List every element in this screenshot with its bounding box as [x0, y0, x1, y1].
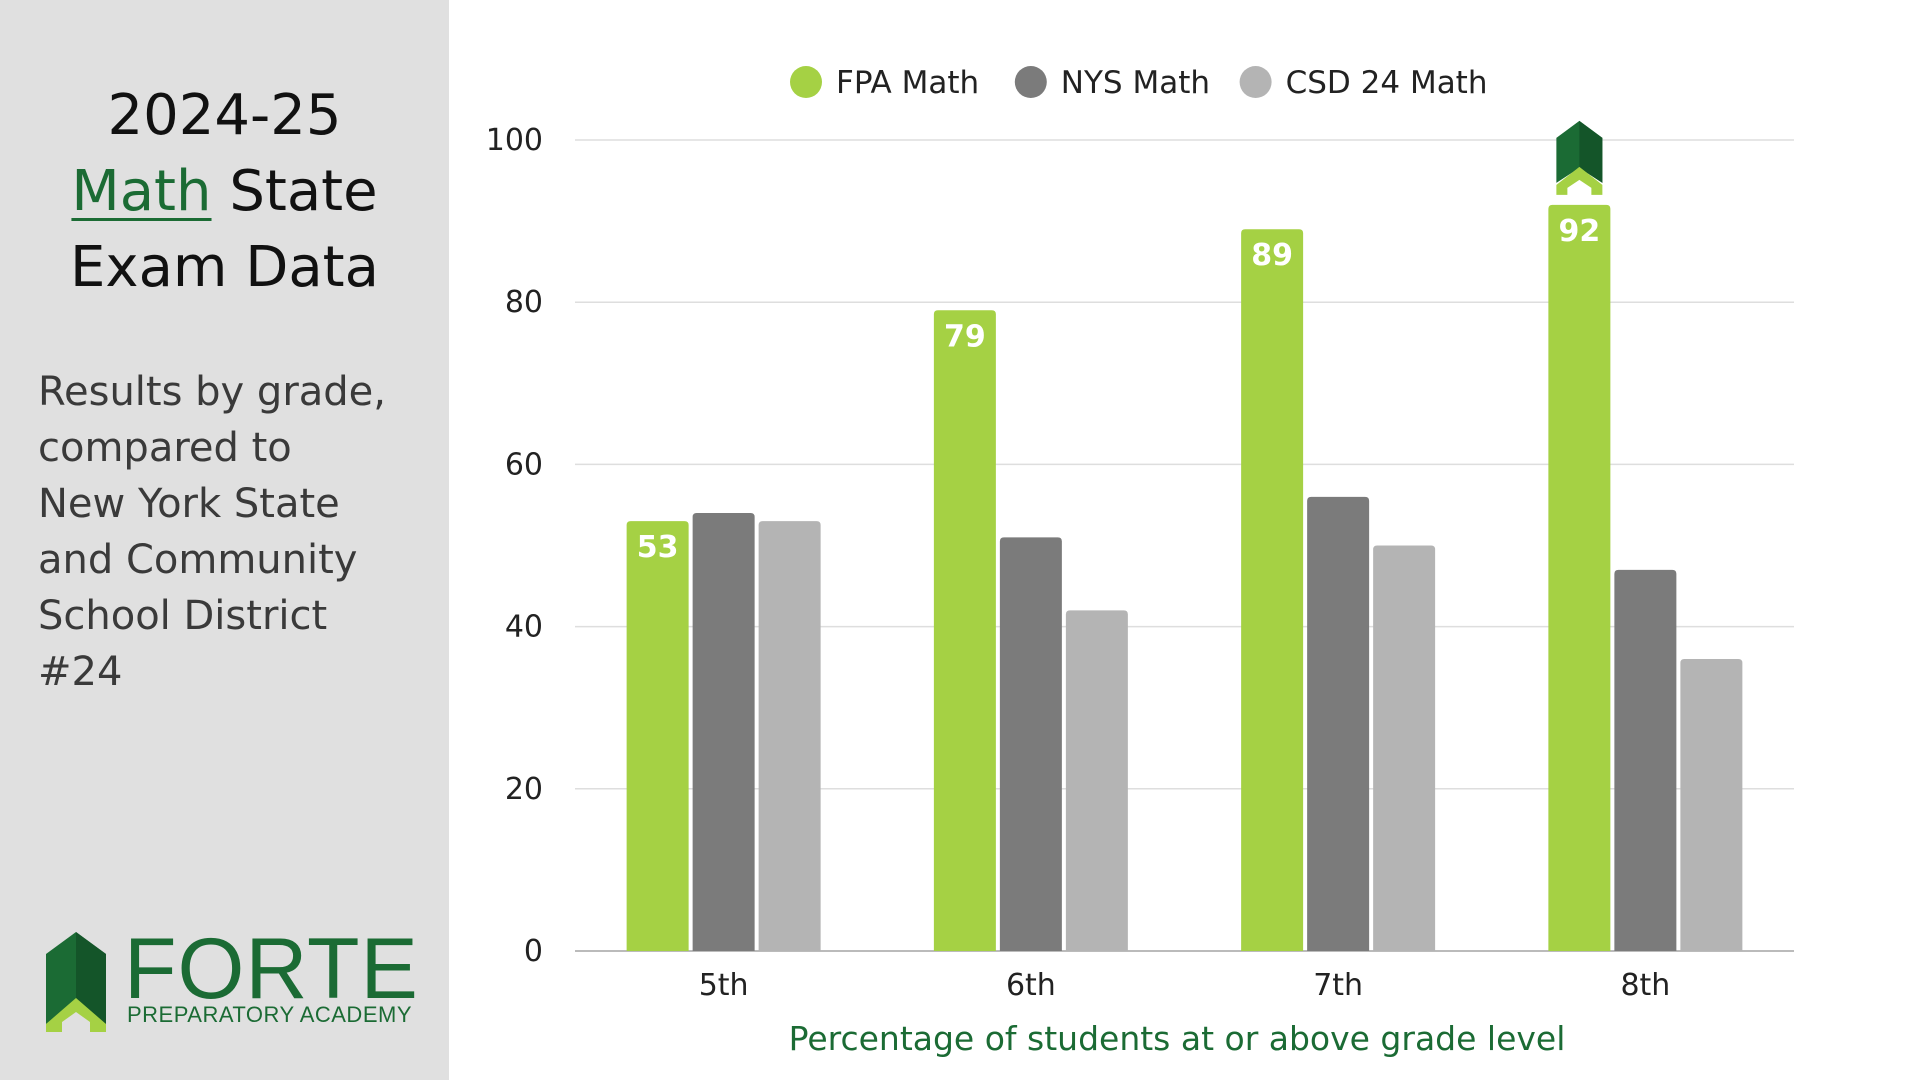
y-tick-label: 0	[524, 934, 543, 969]
subtitle-line: compared to	[38, 425, 292, 471]
page-title: 2024-25 Math State Exam Data	[0, 78, 449, 306]
title-math-word: Math	[71, 159, 212, 224]
logo-name: FORTE	[124, 921, 419, 1017]
bars	[626, 204, 1743, 951]
subtitle-line: #24	[38, 649, 123, 695]
subtitle-line: New York State	[38, 481, 340, 527]
bar-nys-math-6th	[999, 537, 1062, 951]
x-category-label: 7th	[1313, 968, 1363, 1003]
y-tick-label: 20	[505, 772, 543, 807]
x-axis-categories: 5th 6th 7th 8th	[699, 968, 1671, 1003]
bar-csd-24-math-7th	[1373, 545, 1436, 951]
logo-tagline: PREPARATORY ACADEMY	[127, 1002, 412, 1027]
bar-nys-math-7th	[1307, 496, 1370, 951]
bar-chart: FPA Math NYS Math CSD 24 Math 0 20 40 60 80 100…	[486, 65, 1794, 1058]
bar-csd-24-math-6th	[1065, 610, 1128, 951]
legend-label: FPA Math	[836, 65, 979, 101]
x-axis-title: Percentage of students at or above grade…	[789, 1019, 1566, 1058]
side-panel: 2024-25 Math State Exam Data Results by …	[0, 0, 449, 1080]
data-label: 89	[1251, 238, 1293, 273]
y-axis-ticks: 0 20 40 60 80 100	[486, 123, 543, 969]
icon-right-face	[1579, 120, 1603, 183]
y-tick-label: 60	[505, 447, 543, 482]
legend-label: NYS Math	[1061, 65, 1210, 101]
title-line-3: Exam Data	[70, 235, 379, 300]
x-category-label: 5th	[699, 968, 749, 1003]
y-tick-label: 40	[505, 610, 543, 645]
bar-fpa-math-7th	[1241, 229, 1304, 951]
legend-swatch	[1239, 66, 1272, 98]
y-tick-label: 80	[505, 285, 543, 320]
forte-house-chevron-icon	[46, 932, 106, 1032]
bar-nys-math-8th	[1614, 569, 1677, 951]
legend-swatch	[1014, 66, 1047, 98]
bar-fpa-math-5th	[626, 521, 689, 951]
subtitle-line: School District	[38, 593, 328, 639]
icon-chevron-base	[1556, 166, 1603, 195]
y-tick-label: 100	[486, 123, 543, 158]
title-state-word: State	[229, 159, 378, 224]
legend-swatch	[790, 66, 822, 98]
annotation	[1556, 120, 1603, 195]
title-line-2: Math State	[0, 154, 449, 230]
data-label: 79	[944, 319, 986, 354]
subtitle-line: and Community	[38, 537, 358, 583]
bar-csd-24-math-8th	[1680, 659, 1743, 951]
subtitle: Results by grade, compared to New York S…	[38, 364, 438, 700]
data-label: 53	[637, 530, 679, 565]
bar-nys-math-5th	[692, 513, 755, 951]
x-category-label: 6th	[1006, 968, 1056, 1003]
chart-area: FPA Math NYS Math CSD 24 Math 0 20 40 60 80 100…	[449, 0, 1920, 1080]
subtitle-line: Results by grade,	[38, 369, 386, 415]
bar-csd-24-math-5th	[758, 521, 821, 951]
legend: FPA Math NYS Math CSD 24 Math	[790, 65, 1488, 101]
data-label: 92	[1559, 214, 1601, 249]
forte-house-chevron-icon	[1556, 120, 1603, 195]
legend-label: CSD 24 Math	[1286, 65, 1488, 101]
data-labels: 53 79 89 92	[637, 214, 1601, 565]
x-category-label: 8th	[1620, 968, 1670, 1003]
title-year: 2024-25	[107, 83, 342, 148]
bar-fpa-math-8th	[1548, 204, 1611, 951]
bar-fpa-math-6th	[933, 310, 996, 951]
grid-lines	[575, 139, 1794, 952]
